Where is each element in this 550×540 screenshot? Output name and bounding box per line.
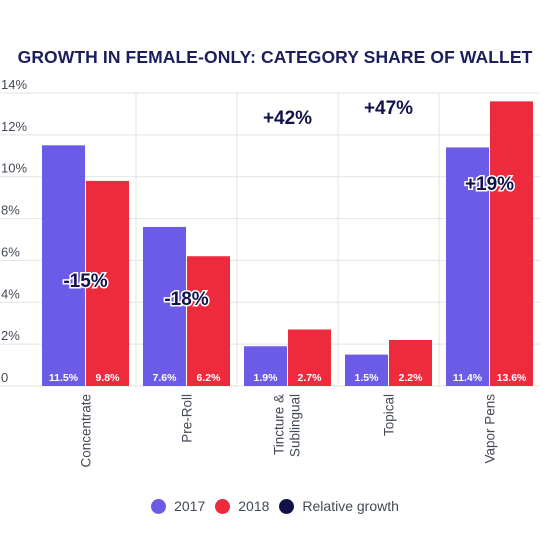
category-label-line: Vapor Pens — [483, 394, 498, 464]
bar-value-label: 1.5% — [355, 372, 380, 384]
bar-2017-0 — [42, 145, 85, 386]
bar-2018-4 — [490, 101, 533, 386]
y-tick-label: 8% — [1, 203, 20, 218]
relative-growth-label: +42% — [263, 108, 312, 129]
category-label: Pre-Roll — [180, 394, 195, 443]
category-label-line: Pre-Roll — [180, 394, 195, 443]
bar-2017-1 — [143, 226, 186, 386]
bar-value-label: 7.6% — [153, 372, 178, 384]
legend-item-relative-growth: Relative growth — [279, 498, 399, 514]
relative-growth-label: -15% — [63, 271, 107, 292]
legend-swatch-2018 — [215, 498, 231, 514]
category-label-line: Concentrate — [79, 394, 94, 468]
category-label: Vapor Pens — [483, 394, 498, 464]
legend-label-relative-growth: Relative growth — [302, 498, 399, 514]
bar-value-label: 2.2% — [399, 372, 424, 384]
bar-2017-4 — [446, 147, 489, 386]
bar-2018-1 — [187, 256, 230, 386]
category-label: Concentrate — [79, 394, 94, 468]
bar-value-label: 6.2% — [197, 372, 222, 384]
y-tick-label: 0 — [1, 370, 8, 385]
bar-value-label: 11.4% — [453, 372, 483, 384]
bar-value-label: 1.9% — [254, 372, 279, 384]
bar-value-label: 9.8% — [96, 372, 121, 384]
labels-layer: 11.5% 9.8% 7.6% 6.2% 1.9% 2.7% 1.5% 2.2% 11.4% 13… — [49, 98, 527, 384]
bar-2018-0 — [86, 180, 129, 386]
legend-item-2018: 2018 — [215, 498, 269, 514]
relative-growth-label: -18% — [164, 289, 208, 310]
y-tick-label: 12% — [1, 119, 27, 134]
y-tick-label: 2% — [1, 328, 20, 343]
bar-value-label: 2.7% — [298, 372, 323, 384]
legend-swatch-2017 — [151, 498, 167, 514]
category-label: Topical — [382, 394, 397, 436]
category-label: Tincture &Sublingual — [272, 394, 303, 457]
y-tick-label: 14% — [1, 77, 27, 92]
bar-2017-2 — [244, 346, 287, 386]
relative-growth-label: +47% — [364, 98, 413, 119]
y-tick-label: 10% — [1, 161, 27, 176]
axis-layer: 0 2% 4% 6% 8% 10% 12% 14% Concentrate Pre-Roll Tin… — [1, 77, 498, 468]
bar-2018-2 — [288, 329, 331, 386]
legend-label-2018: 2018 — [238, 498, 270, 514]
legend: 2017 2018 Relative growth — [0, 498, 550, 514]
bar-value-label: 11.5% — [49, 372, 79, 384]
legend-label-2017: 2017 — [174, 498, 206, 514]
bar-value-label: 13.6% — [497, 372, 527, 384]
y-tick-label: 6% — [1, 244, 20, 259]
category-label-line: Tincture & — [272, 394, 287, 455]
bars-layer — [42, 101, 533, 386]
relative-growth-label: +19% — [465, 174, 514, 195]
y-tick-label: 4% — [1, 286, 20, 301]
category-label-line: Topical — [382, 394, 397, 436]
category-label-line: Sublingual — [288, 394, 303, 457]
bar-2017-3 — [345, 354, 388, 386]
legend-item-2017: 2017 — [151, 498, 205, 514]
bar-2018-3 — [389, 339, 432, 386]
legend-swatch-relative-growth — [279, 498, 295, 514]
chart-title: GROWTH IN FEMALE-ONLY: CATEGORY SHARE OF… — [17, 47, 533, 67]
